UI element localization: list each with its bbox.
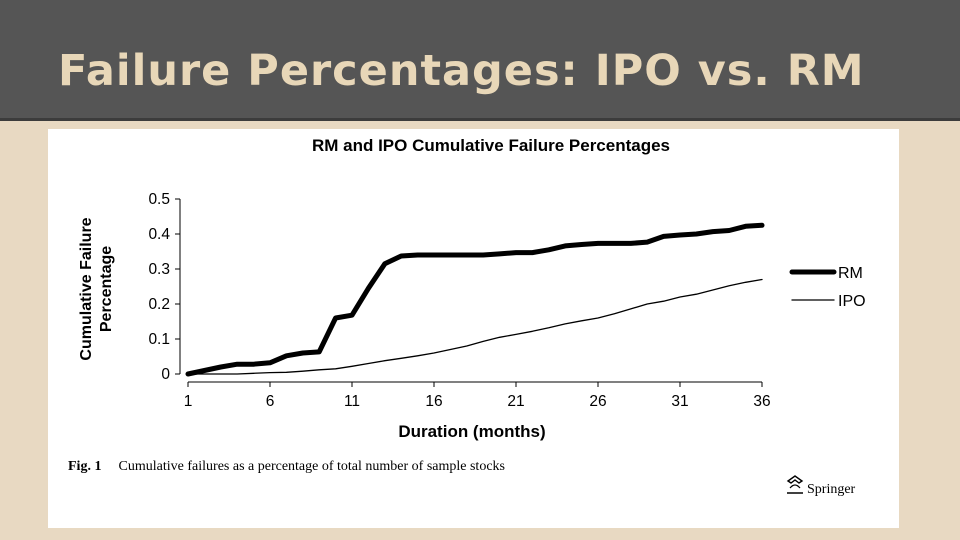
y-axis-label: Cumulative Failure Percentage [78, 217, 115, 360]
x-tick-label: 16 [425, 393, 442, 410]
y-axis-label-line-2: Percentage [98, 246, 115, 332]
slide-header [0, 0, 960, 118]
x-tick-label: 36 [753, 393, 770, 410]
series-line-ipo [187, 278, 763, 375]
caption-text: Cumulative failures as a percentage of t… [119, 459, 505, 474]
legend: RM IPO [789, 265, 866, 310]
publisher-name: Springer [807, 482, 856, 497]
chart-title: RM and IPO Cumulative Failure Percentage… [312, 136, 670, 155]
legend-label-rm: RM [838, 265, 863, 282]
x-tick-label: 6 [266, 393, 275, 410]
x-axis-label: Duration (months) [398, 422, 545, 441]
y-tick-label: 0.5 [148, 191, 170, 208]
header-divider [0, 118, 960, 121]
slide-title: Failure Percentages: IPO vs. RM [58, 46, 865, 96]
x-tick-label: 21 [507, 393, 524, 410]
series-lines [185, 222, 765, 377]
y-tick-label: 0.1 [148, 331, 170, 348]
figure-caption: Fig. 1 Cumulative failures as a percenta… [68, 455, 505, 474]
y-tick-label: 0.3 [148, 261, 170, 278]
x-tick-label: 11 [344, 393, 360, 410]
y-tick-label: 0.2 [148, 296, 170, 313]
y-tick-label: 0.4 [148, 226, 170, 243]
x-tick-label: 31 [671, 393, 688, 410]
x-tick-label: 1 [184, 393, 193, 410]
legend-label-ipo: IPO [838, 293, 866, 310]
springer-logo-icon [786, 475, 804, 494]
y-axis-label-line-1: Cumulative Failure [78, 217, 95, 360]
y-tick-label: 0 [161, 366, 170, 383]
axis-ticks: 00.10.20.30.40.51 6 11 16 21 26 31 36 [148, 191, 770, 410]
x-tick-label: 26 [589, 393, 606, 410]
series-line-rm [185, 222, 765, 377]
figure-panel: RM and IPO Cumulative Failure Percentage… [48, 129, 899, 528]
caption-label: Fig. 1 [68, 459, 101, 474]
chart-svg: RM and IPO Cumulative Failure Percentage… [68, 136, 866, 497]
